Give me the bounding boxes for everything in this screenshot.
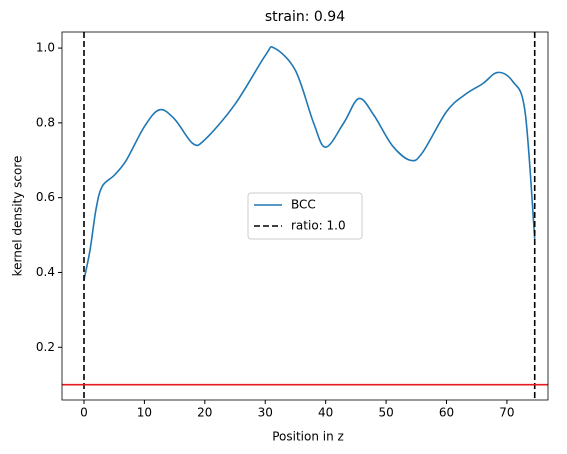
x-tick-label: 10 [137,406,152,420]
x-tick-label: 50 [378,406,393,420]
x-tick-label: 70 [499,406,514,420]
x-tick-label: 40 [318,406,333,420]
y-tick-label: 0.6 [36,190,55,204]
x-tick-label: 20 [197,406,212,420]
data-line [83,46,536,281]
axes-frame [61,31,549,401]
y-tick-label: 0.2 [36,340,55,354]
y-tick-label: 1.0 [36,41,55,55]
y-tick-label: 0.8 [36,115,55,129]
legend-label: BCC [291,198,316,212]
x-axis-label: Position in z [272,430,344,444]
x-tick-label: 30 [258,406,273,420]
y-tick-label: 0.4 [36,265,55,279]
legend-label: ratio: 1.0 [291,219,346,233]
x-tick-label: 60 [439,406,454,420]
chart-title: strain: 0.94 [265,9,345,25]
x-tick-label: 0 [80,406,88,420]
y-axis-label: kernel density score [11,156,25,277]
